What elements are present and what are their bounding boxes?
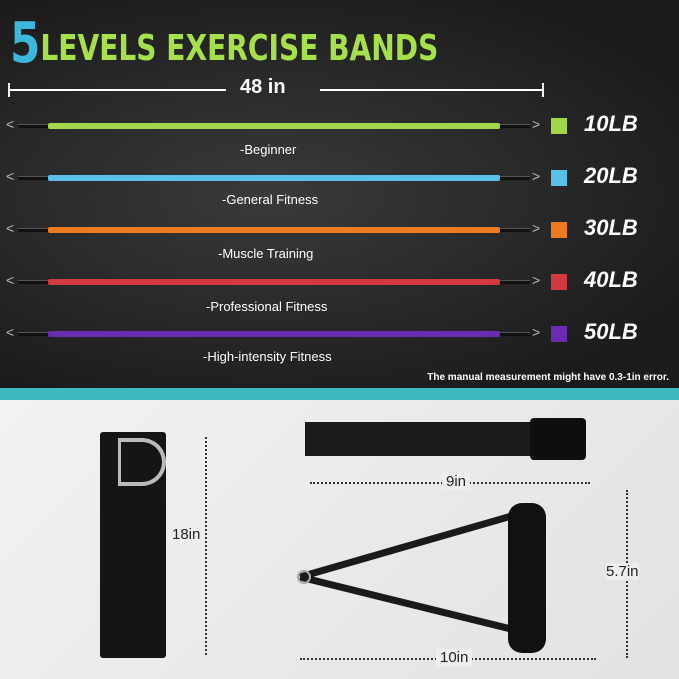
headline-text: LEVELS EXERCISE BANDS: [40, 28, 439, 69]
band-color-swatch: [551, 222, 567, 238]
length-label: 48 in: [240, 76, 286, 98]
hook-icon: >: [532, 324, 541, 340]
band-color-swatch: [551, 170, 567, 186]
band-connector-right: [500, 176, 530, 180]
band-color-swatch: [551, 326, 567, 342]
hook-icon: <: [6, 116, 15, 132]
band-level: -General Fitness: [222, 192, 319, 207]
band-weight: 30LB: [584, 215, 638, 240]
band-level: -High-intensity Fitness: [203, 349, 332, 364]
hook-icon: <: [6, 324, 15, 340]
band-weight: 20LB: [584, 163, 638, 188]
band-connector-left: [18, 228, 48, 232]
hook-icon: <: [6, 272, 15, 288]
hook-icon: >: [532, 220, 541, 236]
divider-strip: [0, 388, 679, 400]
door-anchor-image: [305, 422, 535, 456]
door-anchor-length: 9in: [442, 473, 471, 490]
band-level: -Professional Fitness: [206, 299, 328, 314]
band-weight: 40LB: [584, 267, 638, 292]
band-connector-left: [18, 280, 48, 284]
band-color-swatch: [551, 274, 567, 290]
hook-icon: >: [532, 168, 541, 184]
handle-image: [297, 503, 546, 653]
band-level: -Beginner: [240, 142, 297, 157]
hook-icon: <: [6, 220, 15, 236]
hook-icon: <: [6, 168, 15, 184]
strap-dimension-line: [205, 437, 207, 655]
handle-height: 5.7in: [606, 563, 639, 580]
band-3: [48, 227, 500, 233]
band-5: [48, 331, 500, 337]
band-1: [48, 123, 500, 129]
band-level: -Muscle Training: [218, 246, 314, 261]
door-anchor-foam: [530, 418, 586, 460]
length-arrow-right: [320, 89, 544, 91]
d-ring-icon: [118, 438, 166, 486]
band-connector-right: [500, 228, 530, 232]
headline-number: 5: [10, 11, 41, 76]
length-tick-left: [8, 83, 10, 97]
length-tick-right: [542, 83, 544, 97]
band-weight: 10LB: [584, 111, 638, 136]
band-connector-right: [500, 280, 530, 284]
band-color-swatch: [551, 118, 567, 134]
band-connector-left: [18, 332, 48, 336]
band-connector-left: [18, 176, 48, 180]
band-connector-right: [500, 332, 530, 336]
band-connector-left: [18, 124, 48, 128]
band-weight: 50LB: [584, 319, 638, 344]
band-connector-right: [500, 124, 530, 128]
length-arrow-left: [8, 89, 226, 91]
ankle-strap-length: 18in: [172, 526, 201, 543]
handle-width: 10in: [436, 649, 473, 666]
band-4: [48, 279, 500, 285]
band-2: [48, 175, 500, 181]
headline: 5LEVELS EXERCISE BANDS: [10, 14, 438, 74]
hook-icon: >: [532, 116, 541, 132]
bands-panel: [0, 0, 679, 390]
measurement-note: The manual measurement might have 0.3-1i…: [427, 372, 669, 383]
hook-icon: >: [532, 272, 541, 288]
